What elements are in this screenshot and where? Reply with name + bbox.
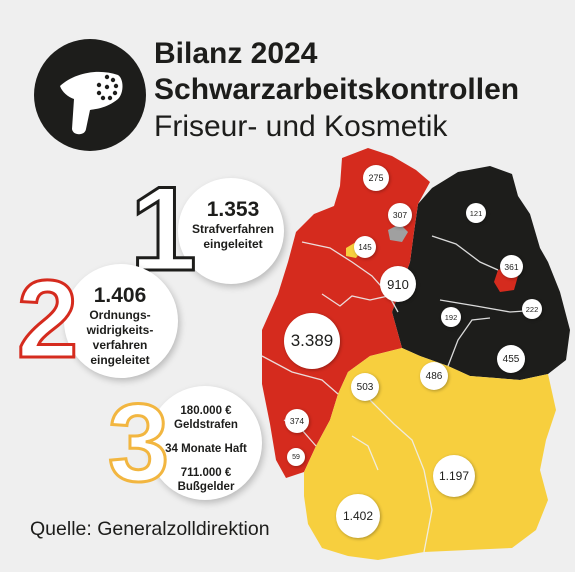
stat-3-line: 711.000 € <box>180 467 232 479</box>
map-value-east: 222 <box>522 299 542 319</box>
stat-1-text: 1.353 Strafverfahren eingeleitet <box>184 198 282 252</box>
stat-3-line: 180.000 € <box>180 405 232 417</box>
map-value-north: 275 <box>363 165 389 191</box>
stat-2-label-line: verfahren <box>92 338 148 352</box>
map-value-label: 361 <box>504 261 519 272</box>
stat-3-line: 34 Monate Haft <box>165 443 247 455</box>
stat-1-value: 1.353 <box>206 198 260 221</box>
map-value-label: 455 <box>502 353 520 365</box>
stat-2-text: 1.406 Ordnungs- widrigkeits- verfahren e… <box>68 284 172 368</box>
map-value-thuringia: 486 <box>420 362 448 390</box>
map-value-berlin: 361 <box>500 255 523 278</box>
map-value-bw: 1.402 <box>336 494 380 538</box>
map-value-northeast: 121 <box>466 203 486 223</box>
map-value-bremen: 145 <box>354 236 376 258</box>
map-value-label: 192 <box>444 312 458 322</box>
stat-1-label-line: Strafverfahren <box>191 222 275 236</box>
stat-1-circle <box>178 178 284 284</box>
map-value-west: 3.389 <box>284 313 340 369</box>
title-block: Bilanz 2024 Schwarzarbeitskontrollen Fri… <box>154 36 519 146</box>
map-value-label: 3.389 <box>290 331 334 350</box>
map-value-label: 1.402 <box>342 509 374 523</box>
map-value-southwest: 374 <box>285 409 309 433</box>
stat-2-label-line: eingeleitet <box>90 353 150 367</box>
map-value-label: 1.197 <box>438 469 470 483</box>
source-note: Quelle: Generalzolldirektion <box>30 518 270 540</box>
title-line-2: Schwarzarbeitskontrollen <box>154 73 520 106</box>
stat-2-number: 2 <box>15 257 79 383</box>
stat-3-line: Bußgelder <box>177 481 235 493</box>
stat-2-circle <box>64 264 178 378</box>
stat-3-line: Geldstrafen <box>174 419 238 431</box>
stat-2-value: 1.406 <box>93 284 147 307</box>
stat-2-label-line: Ordnungs- <box>89 308 151 322</box>
map-value-label: 374 <box>289 416 305 426</box>
region-hamburg <box>388 224 408 242</box>
map-value-hamburg: 307 <box>388 203 412 227</box>
map-value-label: 275 <box>368 173 384 183</box>
stat-1-label-line: eingeleitet <box>203 237 263 251</box>
map-value-label: 121 <box>469 208 483 218</box>
subtitle: Friseur- und Kosmetik <box>154 110 448 143</box>
region-east-black <box>392 166 570 380</box>
hair-dryer-icon <box>34 39 146 151</box>
map-value-label: 486 <box>425 370 443 382</box>
stat-3-text: 180.000 € Geldstrafen 34 Monate Haft 711… <box>154 404 258 494</box>
map-value-northwest: 910 <box>380 266 416 302</box>
stat-3-circle <box>148 386 262 500</box>
stat-2-label-line: widrigkeits- <box>86 323 154 337</box>
map-value-label: 145 <box>358 242 372 252</box>
title-line-1: Bilanz 2024 <box>154 37 318 70</box>
map-value-label: 222 <box>525 304 539 314</box>
map-value-label: 910 <box>387 276 409 292</box>
map-value-hesse: 503 <box>351 373 379 401</box>
map-value-label: 59 <box>292 453 300 461</box>
stat-3-number: 3 <box>106 381 170 507</box>
map-value-label: 503 <box>356 381 374 393</box>
map-value-bavaria: 1.197 <box>433 455 475 497</box>
map-value-label: 307 <box>392 210 408 220</box>
map-value-saar: 59 <box>287 448 305 466</box>
map-value-saxony: 455 <box>497 345 525 373</box>
map-value-center: 192 <box>441 307 461 327</box>
region-west-red <box>262 148 430 478</box>
